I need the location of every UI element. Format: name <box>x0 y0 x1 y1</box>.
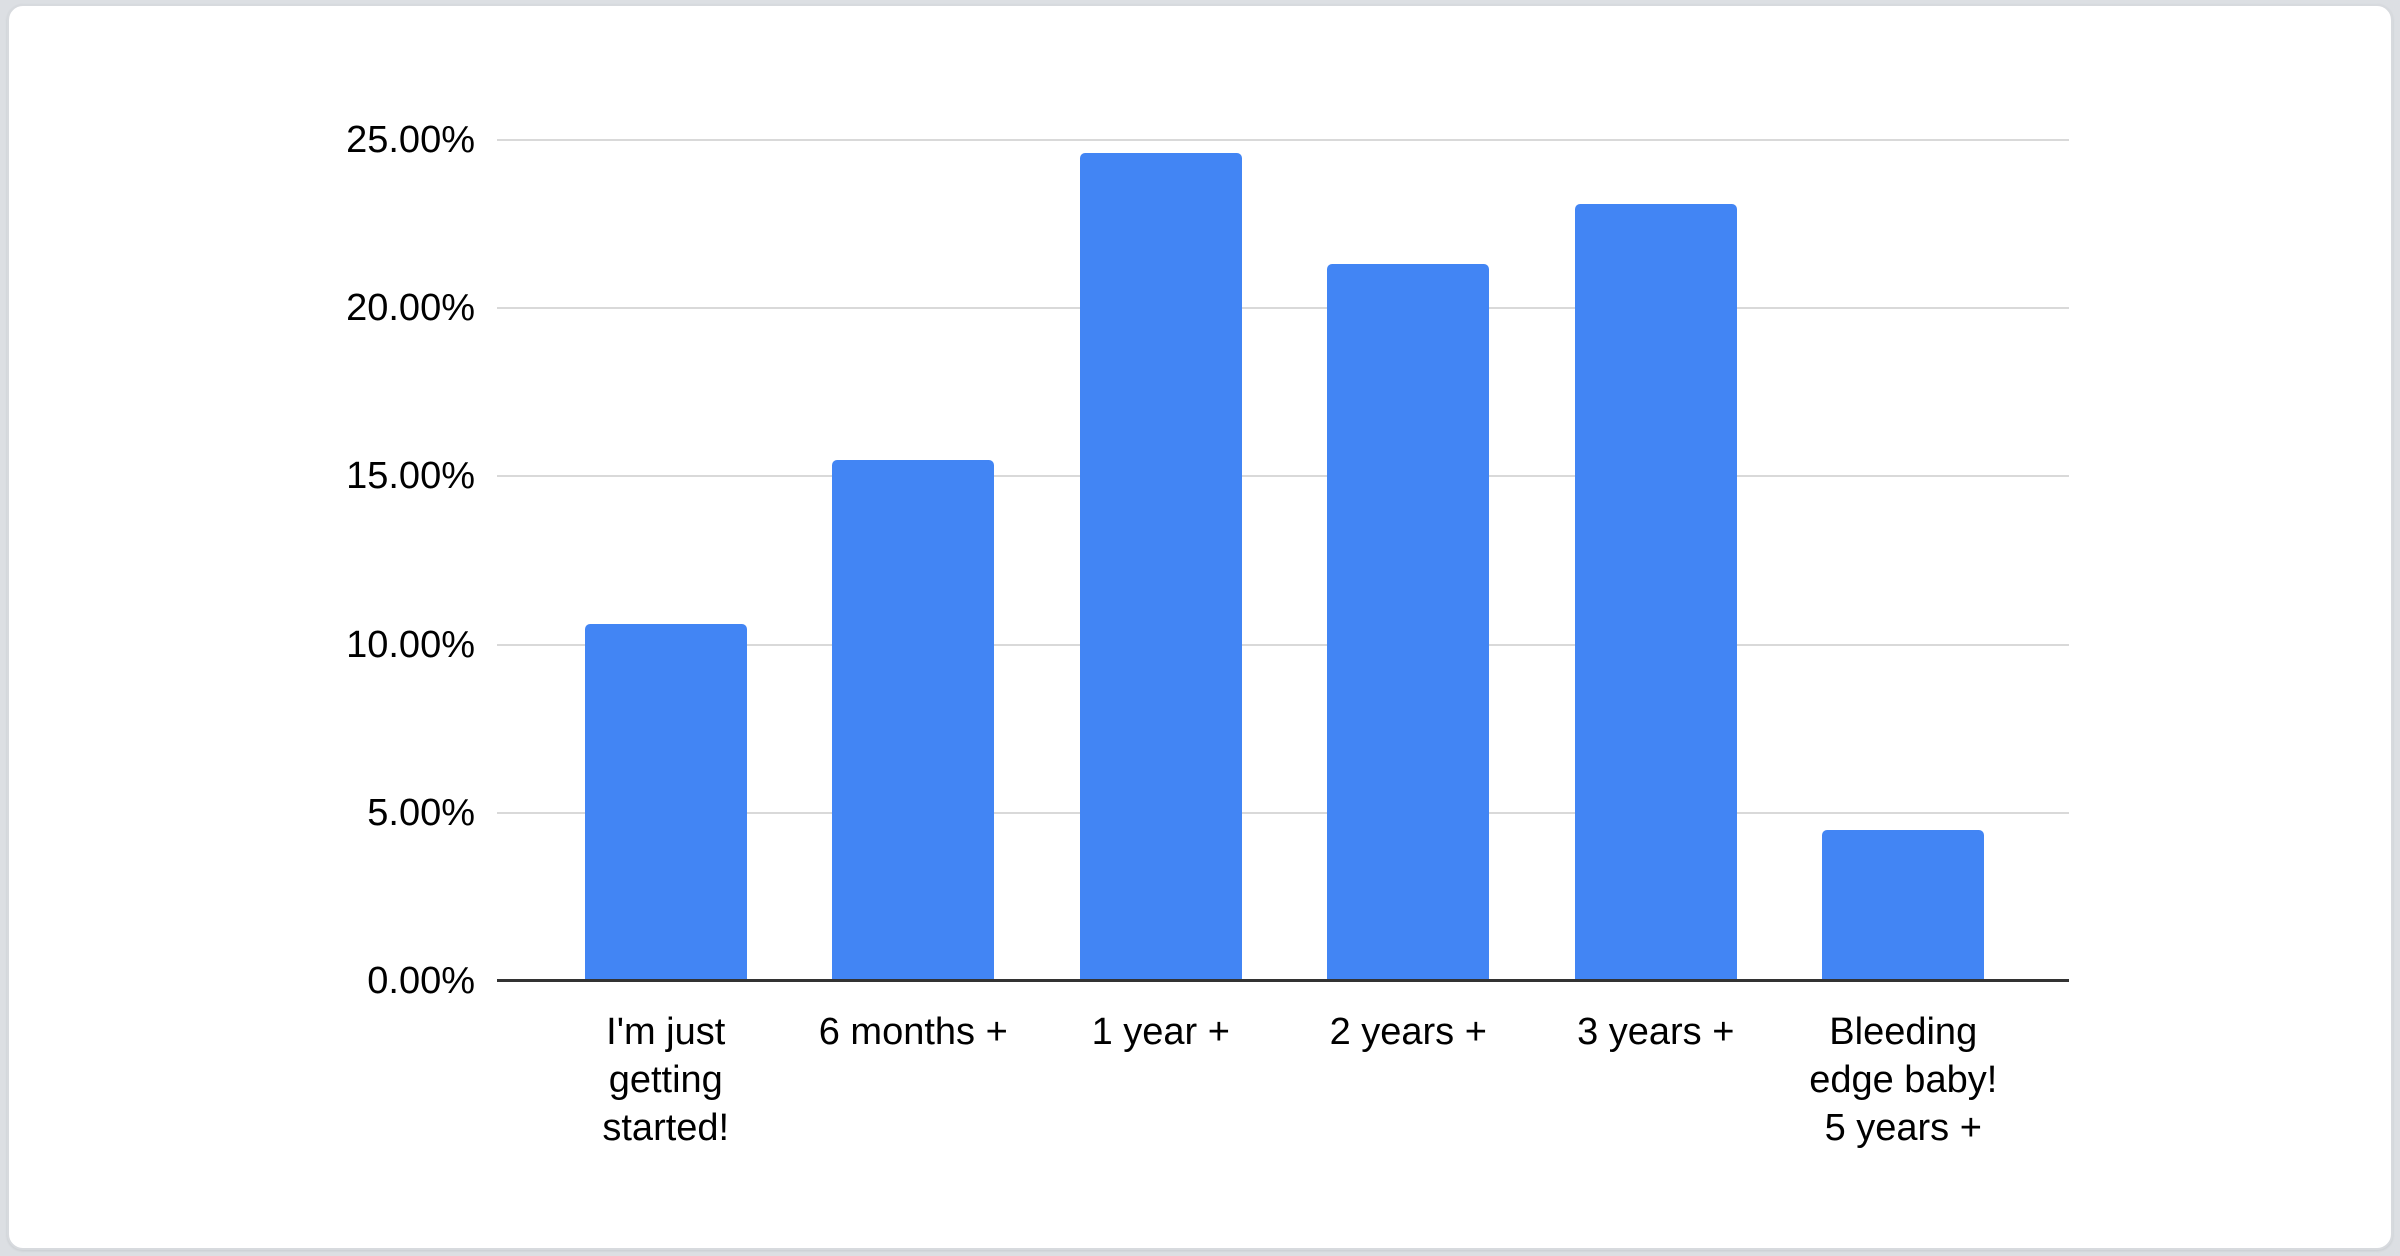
x-axis-line <box>497 979 2069 982</box>
y-tick-label: 5.00% <box>367 791 475 834</box>
x-category-label: 2 years + <box>1329 1011 1487 1053</box>
chart-card: 0.00% 5.00% 10.00% 15.00% 20.00% 25.00% I'm ju… <box>7 4 2393 1250</box>
bar <box>1574 203 1737 981</box>
gridline <box>497 307 2069 310</box>
x-category-label: Bleeding edge baby! 5 years + <box>1809 1011 1998 1149</box>
x-category-label: 3 years + <box>1577 1011 1735 1053</box>
gridline <box>497 811 2069 814</box>
x-category-label: 6 months + <box>818 1011 1008 1053</box>
y-tick-label: 20.00% <box>346 287 475 330</box>
y-tick-label: 10.00% <box>346 623 475 666</box>
bar <box>832 459 995 981</box>
y-tick-label: 15.00% <box>346 455 475 498</box>
bar <box>1822 829 1985 981</box>
gridline <box>497 475 2069 478</box>
y-tick-label: 25.00% <box>346 119 475 161</box>
bar <box>584 624 747 981</box>
bar <box>1079 153 1242 981</box>
gridline <box>497 139 2069 141</box>
gridline <box>497 643 2069 646</box>
x-category-label: 1 year + <box>1091 1011 1230 1053</box>
y-tick-label: 0.00% <box>367 960 475 1002</box>
bar <box>1327 264 1490 981</box>
x-category-label: I'm just getting started! <box>602 1011 730 1149</box>
